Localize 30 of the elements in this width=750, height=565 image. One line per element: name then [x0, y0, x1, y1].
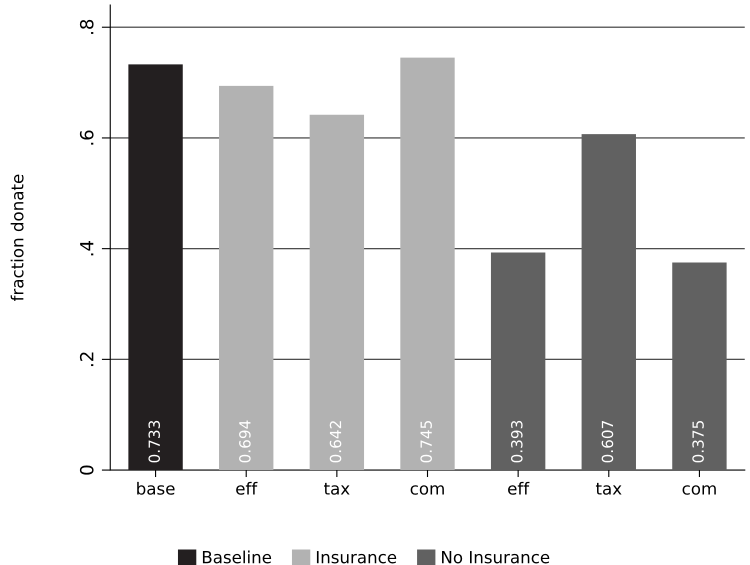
data-label: 0.607	[602, 421, 614, 462]
y-tick-label: 0	[80, 466, 94, 475]
bar	[400, 58, 455, 470]
x-tick-label: base	[137, 482, 175, 495]
y-tick-label: .6	[80, 130, 94, 145]
data-label: 0.694	[239, 420, 251, 462]
data-label: 0.375	[692, 421, 704, 462]
y-axis-title: fraction donate	[10, 174, 24, 302]
bar	[219, 86, 274, 470]
bar	[582, 134, 636, 470]
bar	[490, 252, 546, 470]
y-tick-label: .2	[80, 352, 94, 366]
y-tick-label: .4	[80, 241, 94, 256]
legend-label: No Insurance	[442, 551, 550, 564]
bar	[128, 64, 183, 470]
bar	[672, 262, 727, 470]
data-label: 0.393	[511, 420, 523, 462]
y-tick-label: .8	[80, 20, 94, 34]
data-label: 0.642	[330, 421, 342, 462]
x-tick-label: com	[410, 485, 444, 495]
legend-label: Baseline	[202, 550, 272, 564]
data-label: 0.733	[148, 420, 160, 462]
x-tick-label: tax	[324, 482, 350, 495]
x-tick-label: eff	[236, 482, 258, 495]
bar	[310, 114, 364, 470]
x-tick-label: tax	[596, 482, 622, 495]
data-label: 0.745	[420, 421, 432, 462]
legend-label: Insurance	[316, 551, 396, 564]
x-tick-label: com	[682, 485, 716, 495]
x-tick-label: eff	[508, 482, 530, 495]
